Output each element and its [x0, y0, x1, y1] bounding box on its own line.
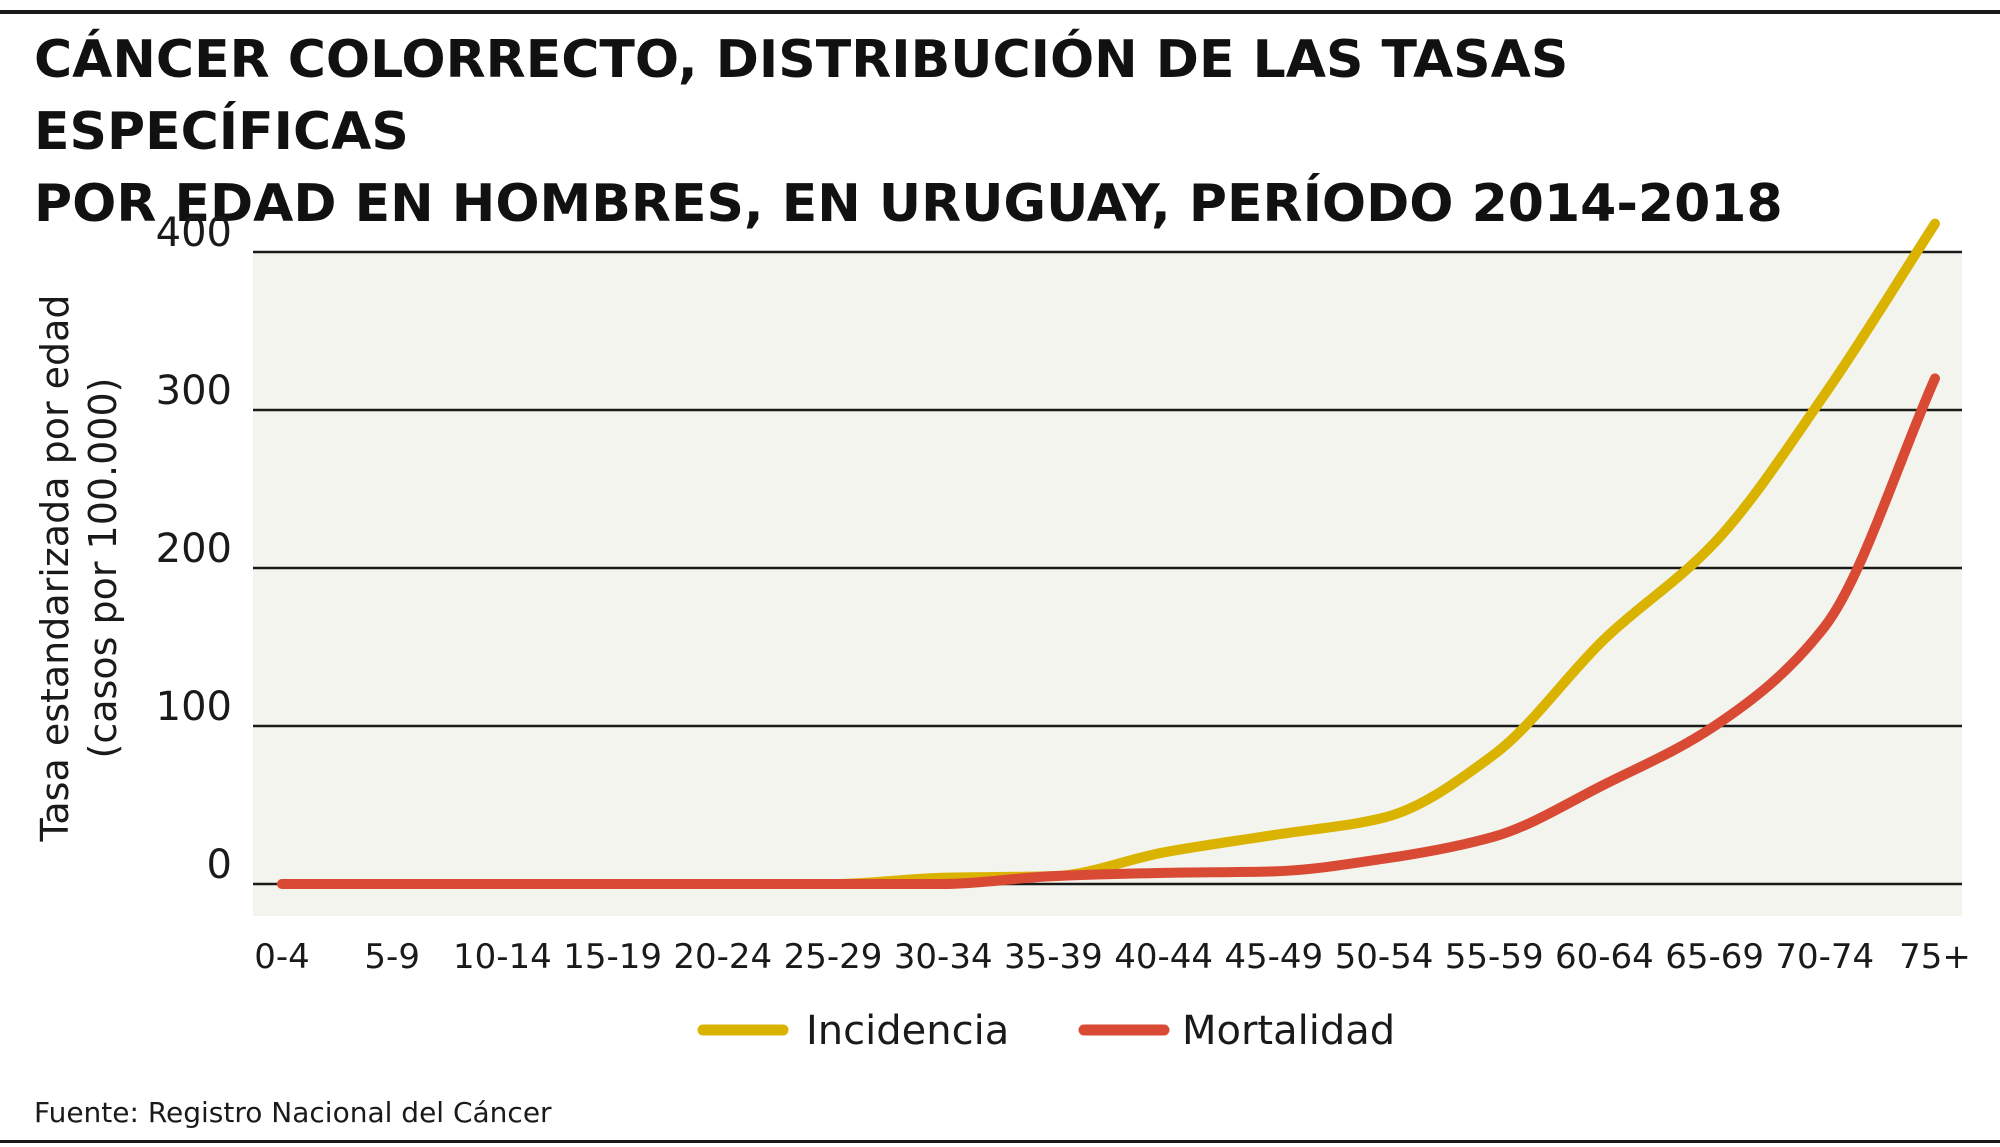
x-tick-label: 40-44 [1114, 937, 1213, 977]
x-tick-label: 55-59 [1445, 937, 1544, 977]
y-tick-label: 400 [156, 210, 232, 256]
x-tick-label: 35-39 [1004, 937, 1103, 977]
x-tick-label: 70-74 [1775, 937, 1874, 977]
source-note: Fuente: Registro Nacional del Cáncer [34, 1096, 552, 1129]
legend: Incidencia Mortalidad [697, 1008, 1395, 1054]
x-tick-label: 20-24 [673, 937, 772, 977]
y-axis-label-line-1: Tasa estandarizada por edad [33, 294, 77, 842]
chart-title-line-2: POR EDAD EN HOMBRES, EN URUGUAY, PERÍODO… [34, 174, 1783, 234]
x-tick-label: 50-54 [1335, 937, 1434, 977]
bottom-rule [0, 1140, 2000, 1143]
grid-lines [253, 250, 1962, 886]
x-tick-label: 5-9 [364, 937, 420, 977]
y-tick-labels: 0 100 200 300 400 [156, 210, 232, 888]
y-tick-label: 200 [156, 526, 232, 572]
y-tick-label: 0 [207, 842, 232, 888]
chart-title: CÁNCER COLORRECTO, DISTRIBUCIÓN DE LAS T… [34, 24, 1934, 240]
x-tick-label: 0-4 [254, 937, 310, 977]
y-axis-label-line-2: (casos por 100.000) [81, 378, 125, 759]
series-line-mortalidad [277, 373, 1940, 889]
plot-background [253, 252, 1962, 916]
x-tick-label: 25-29 [784, 937, 883, 977]
legend-label-incidencia: Incidencia [806, 1008, 1009, 1054]
x-tick-label: 45-49 [1224, 937, 1323, 977]
chart-title-line-1: CÁNCER COLORRECTO, DISTRIBUCIÓN DE LAS T… [34, 30, 1569, 162]
x-tick-label: 65-69 [1665, 937, 1764, 977]
series-lines [277, 218, 1940, 889]
top-rule [0, 10, 2000, 14]
y-tick-label: 300 [156, 368, 232, 414]
legend-label-mortalidad: Mortalidad [1182, 1008, 1395, 1054]
x-tick-label: 10-14 [453, 937, 552, 977]
y-tick-label: 100 [156, 684, 232, 730]
x-tick-label: 30-34 [894, 937, 993, 977]
x-tick-label: 75+ [1899, 937, 1971, 977]
x-tick-label: 15-19 [563, 937, 662, 977]
x-tick-labels: 0-4 5-9 10-14 15-19 20-24 25-29 30-34 35-39 40-4… [254, 937, 1971, 977]
y-axis-label: Tasa estandarizada por edad (casos por 10… [33, 294, 125, 842]
x-tick-label: 60-64 [1555, 937, 1654, 977]
